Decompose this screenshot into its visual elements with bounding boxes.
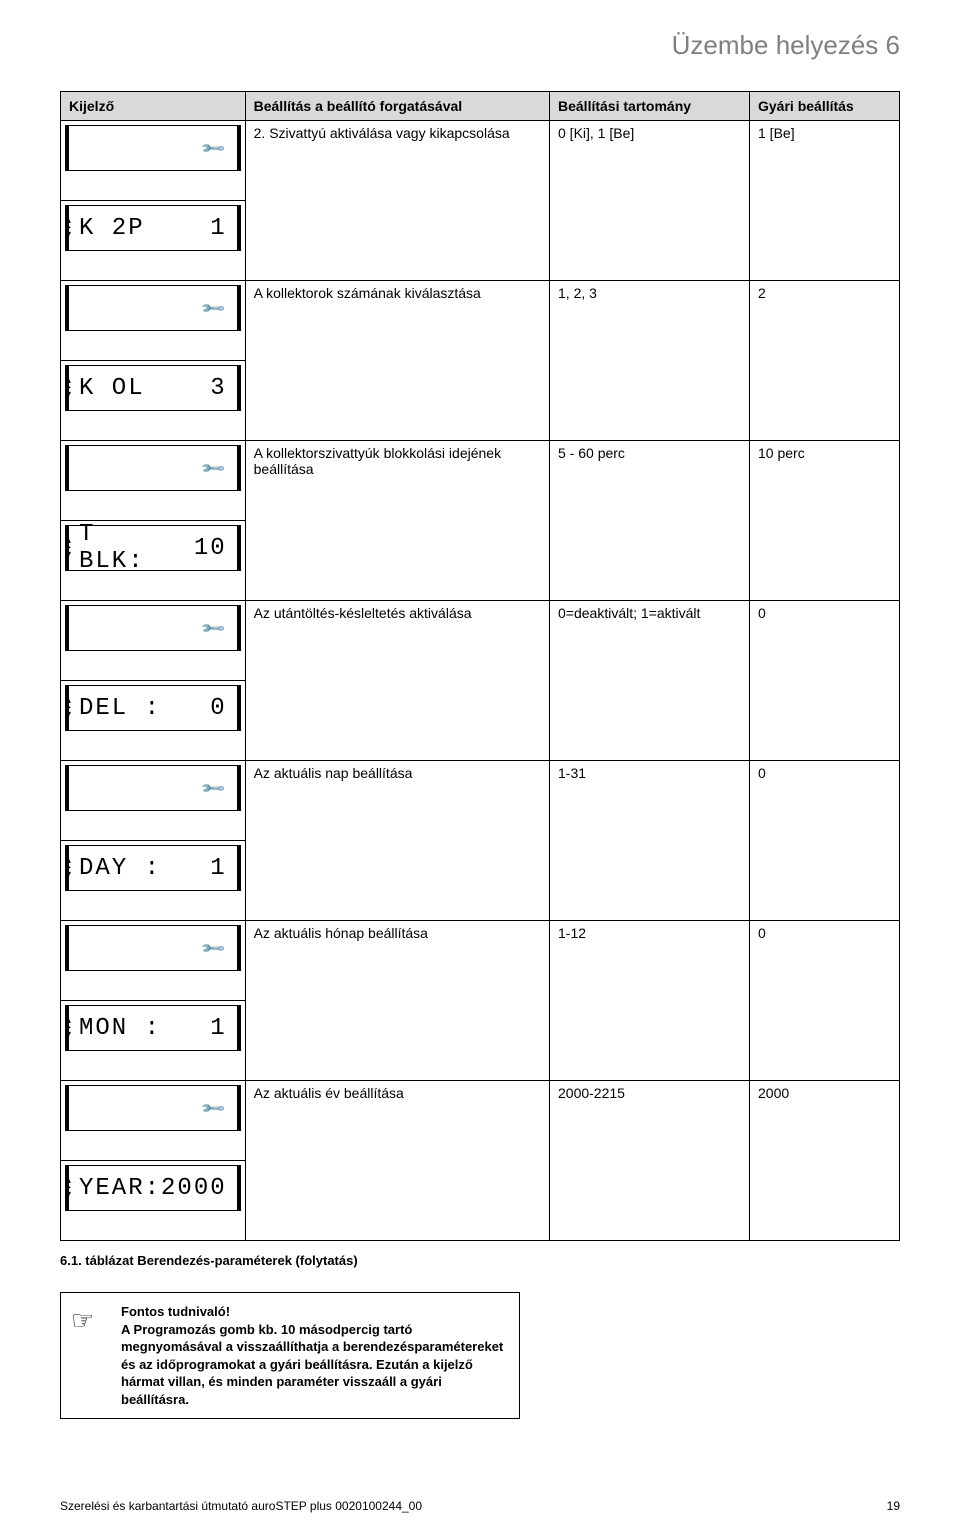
display-cell-bottom: ▴▸▾ YEAR:2000 [61,1161,246,1241]
display-cell-bottom: ▴▸▾ K 2P1 [61,201,246,281]
lcd-label: T BLK: [79,521,167,575]
lcd-value: 1 [167,855,227,882]
lcd-label: MON : [79,1015,167,1042]
wrench-icon: 🔧 [199,133,229,163]
note-title: Fontos tudnivaló! [121,1304,230,1319]
display-cell-top: 🔧 [61,921,246,1001]
lcd-value: 10 [167,535,227,562]
page-footer: Szerelési és karbantartási útmutató auro… [60,1499,900,1513]
wrench-icon: 🔧 [199,933,229,963]
col-header-desc: Beállítás a beállító forgatásával [245,92,549,121]
cell-desc: Az aktuális hónap beállítása [245,921,549,1081]
lcd-value: 1 [167,215,227,242]
cell-range: 5 - 60 perc [550,441,750,601]
arrow-indicator-icon: ▴▸▾ [66,1178,73,1199]
footer-page-number: 19 [887,1499,900,1513]
cell-range: 2000-2215 [550,1081,750,1241]
note-box: ☞ Fontos tudnivaló! A Programozás gomb k… [60,1292,520,1419]
display-cell-top: 🔧 [61,1081,246,1161]
cell-range: 1-31 [550,761,750,921]
col-header-range: Beállítási tartomány [550,92,750,121]
cell-desc: Az utántöltés-késleltetés aktiválása [245,601,549,761]
cell-default: 2000 [750,1081,900,1241]
table-row: 🔧A kollektorok számának kiválasztása1, 2… [61,281,900,361]
display-cell-bottom: ▴▸▾ T BLK:10 [61,521,246,601]
lcd-label: YEAR: [79,1175,161,1202]
wrench-icon: 🔧 [199,293,229,323]
lcd-label: DEL : [79,695,167,722]
parameters-table: Kijelző Beállítás a beállító forgatásáva… [60,91,900,1241]
footer-left: Szerelési és karbantartási útmutató auro… [60,1499,422,1513]
arrow-indicator-icon: ▴▸▾ [66,538,73,559]
arrow-indicator-icon: ▴▸▾ [66,698,73,719]
display-cell-top: 🔧 [61,121,246,201]
cell-default: 0 [750,761,900,921]
note-body: A Programozás gomb kb. 10 másodpercig ta… [121,1322,503,1407]
lcd-value: 3 [167,375,227,402]
table-row: 🔧Az aktuális év beállítása2000-22152000 [61,1081,900,1161]
arrow-indicator-icon: ▴▸▾ [66,218,73,239]
lcd-value: 2000 [161,1175,227,1202]
col-header-default: Gyári beállítás [750,92,900,121]
arrow-indicator-icon: ▴▸▾ [66,1018,73,1039]
table-row: 🔧A kollektorszivattyúk blokkolási idején… [61,441,900,521]
cell-range: 0=deaktivált; 1=aktivált [550,601,750,761]
lcd-label: DAY : [79,855,167,882]
cell-desc: A kollektorok számának kiválasztása [245,281,549,441]
cell-desc: 2. Szivattyú aktiválása vagy kikapcsolás… [245,121,549,281]
wrench-icon: 🔧 [199,613,229,643]
table-row: 🔧2. Szivattyú aktiválása vagy kikapcsolá… [61,121,900,201]
table-row: 🔧Az aktuális hónap beállítása1-120 [61,921,900,1001]
cell-default: 0 [750,601,900,761]
col-header-display: Kijelző [61,92,246,121]
cell-desc: Az aktuális év beállítása [245,1081,549,1241]
lcd-label: K 2P [79,215,167,242]
cell-range: 1, 2, 3 [550,281,750,441]
wrench-icon: 🔧 [199,453,229,483]
cell-desc: Az aktuális nap beállítása [245,761,549,921]
table-caption: 6.1. táblázat Berendezés-paraméterek (fo… [60,1253,900,1268]
cell-default: 2 [750,281,900,441]
cell-desc: A kollektorszivattyúk blokkolási idejéne… [245,441,549,601]
cell-default: 0 [750,921,900,1081]
hand-pointing-icon: ☞ [71,1303,94,1338]
display-cell-top: 🔧 [61,761,246,841]
display-cell-top: 🔧 [61,281,246,361]
page-heading: Üzembe helyezés 6 [60,30,900,61]
lcd-value: 1 [167,1015,227,1042]
lcd-label: K OL [79,375,167,402]
cell-default: 10 perc [750,441,900,601]
wrench-icon: 🔧 [199,773,229,803]
wrench-icon: 🔧 [199,1093,229,1123]
display-cell-top: 🔧 [61,441,246,521]
display-cell-bottom: ▴▸▾ DEL :0 [61,681,246,761]
table-row: 🔧Az aktuális nap beállítása1-310 [61,761,900,841]
cell-range: 0 [Ki], 1 [Be] [550,121,750,281]
display-cell-bottom: ▴▸▾ MON :1 [61,1001,246,1081]
display-cell-top: 🔧 [61,601,246,681]
cell-default: 1 [Be] [750,121,900,281]
display-cell-bottom: ▴▸▾ DAY :1 [61,841,246,921]
arrow-indicator-icon: ▴▸▾ [66,378,73,399]
arrow-indicator-icon: ▴▸▾ [66,858,73,879]
cell-range: 1-12 [550,921,750,1081]
display-cell-bottom: ▴▸▾ K OL3 [61,361,246,441]
lcd-value: 0 [167,695,227,722]
table-row: 🔧Az utántöltés-késleltetés aktiválása0=d… [61,601,900,681]
